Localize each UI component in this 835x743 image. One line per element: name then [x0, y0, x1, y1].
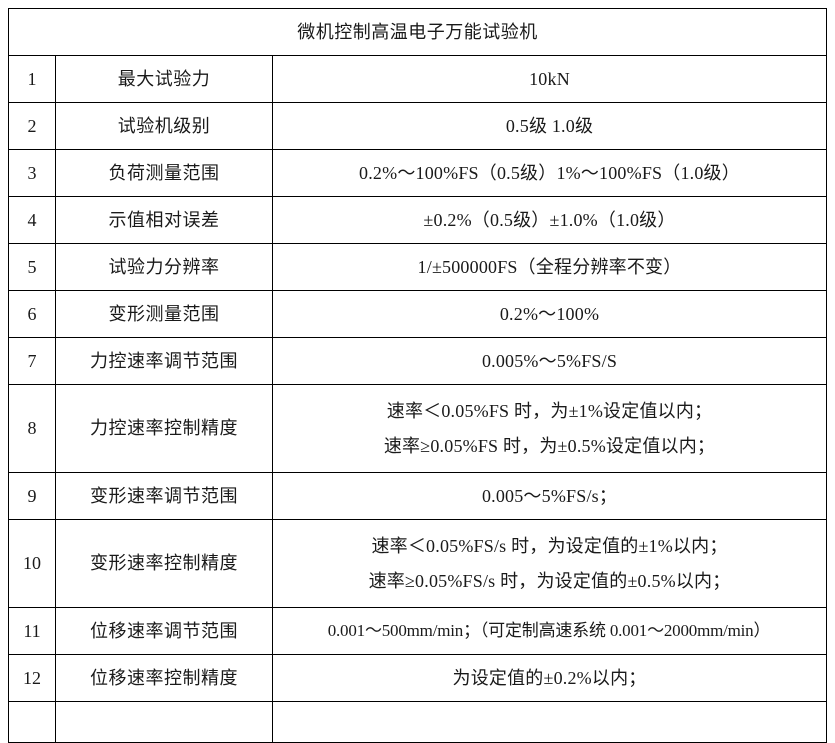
table-row: 11 位移速率调节范围 0.001～500mm/min；（可定制高速系统 0.0… — [8, 607, 827, 655]
table-title-row: 微机控制高温电子万能试验机 — [8, 8, 827, 56]
row-value-text: 0.001～500mm/min；（可定制高速系统 0.001～2000mm/mi… — [327, 620, 771, 640]
row-value: 0.2%～100%FS（0.5级）1%～100%FS（1.0级） — [272, 149, 827, 197]
table-row: 1 最大试验力 10kN — [8, 55, 827, 103]
row-label: 试验机级别 — [55, 102, 273, 150]
row-index — [8, 701, 56, 743]
row-label: 变形测量范围 — [55, 290, 273, 338]
row-value: 速率＜0.05%FS/s 时，为设定值的±1%以内； 速率≥0.05%FS/s … — [272, 519, 827, 608]
row-index: 1 — [8, 55, 56, 103]
row-label: 负荷测量范围 — [55, 149, 273, 197]
row-index: 5 — [8, 243, 56, 291]
row-index: 4 — [8, 196, 56, 244]
table-body: 微机控制高温电子万能试验机 1 最大试验力 10kN 2 试验机级别 0.5级 … — [8, 8, 827, 743]
row-label: 最大试验力 — [55, 55, 273, 103]
row-value-line: 速率＜0.05%FS 时，为±1%设定值以内； — [386, 401, 713, 422]
table-row: 2 试验机级别 0.5级 1.0级 — [8, 102, 827, 150]
table-row-clipped — [8, 701, 827, 743]
row-value: 0.001～500mm/min；（可定制高速系统 0.001～2000mm/mi… — [272, 607, 827, 655]
table-row: 12 位移速率控制精度 为设定值的±0.2%以内； — [8, 654, 827, 702]
table-row: 10 变形速率控制精度 速率＜0.05%FS/s 时，为设定值的±1%以内； 速… — [8, 519, 827, 608]
table-row: 7 力控速率调节范围 0.005%～5%FS/S — [8, 337, 827, 385]
table-row: 9 变形速率调节范围 0.005～5%FS/s； — [8, 472, 827, 520]
row-label: 力控速率调节范围 — [55, 337, 273, 385]
row-value — [272, 701, 827, 743]
row-label: 示值相对误差 — [55, 196, 273, 244]
row-index: 2 — [8, 102, 56, 150]
row-value-line: 速率≥0.05%FS 时，为±0.5%设定值以内； — [383, 435, 716, 456]
table-row: 8 力控速率控制精度 速率＜0.05%FS 时，为±1%设定值以内； 速率≥0.… — [8, 384, 827, 473]
row-value: 0.5级 1.0级 — [272, 102, 827, 150]
table-row: 3 负荷测量范围 0.2%～100%FS（0.5级）1%～100%FS（1.0级… — [8, 149, 827, 197]
row-value: 为设定值的±0.2%以内； — [272, 654, 827, 702]
row-index: 6 — [8, 290, 56, 338]
table-row: 4 示值相对误差 ±0.2%（0.5级）±1.0%（1.0级） — [8, 196, 827, 244]
table-title: 微机控制高温电子万能试验机 — [8, 8, 827, 56]
row-value: 速率＜0.05%FS 时，为±1%设定值以内； 速率≥0.05%FS 时，为±0… — [272, 384, 827, 473]
row-value: ±0.2%（0.5级）±1.0%（1.0级） — [272, 196, 827, 244]
row-label: 变形速率控制精度 — [55, 519, 273, 608]
table-row: 5 试验力分辨率 1/±500000FS（全程分辨率不变） — [8, 243, 827, 291]
row-label — [55, 701, 273, 743]
row-value: 0.005～5%FS/s； — [272, 472, 827, 520]
row-index: 11 — [8, 607, 56, 655]
row-index: 7 — [8, 337, 56, 385]
row-label: 试验力分辨率 — [55, 243, 273, 291]
row-index: 12 — [8, 654, 56, 702]
row-value: 1/±500000FS（全程分辨率不变） — [272, 243, 827, 291]
table-row: 6 变形测量范围 0.2%～100% — [8, 290, 827, 338]
row-value-line: 速率≥0.05%FS/s 时，为设定值的±0.5%以内； — [368, 570, 731, 591]
row-value: 10kN — [272, 55, 827, 103]
row-value: 0.2%～100% — [272, 290, 827, 338]
row-label: 力控速率控制精度 — [55, 384, 273, 473]
row-label: 变形速率调节范围 — [55, 472, 273, 520]
row-label: 位移速率控制精度 — [55, 654, 273, 702]
row-index: 8 — [8, 384, 56, 473]
row-index: 9 — [8, 472, 56, 520]
row-value: 0.005%～5%FS/S — [272, 337, 827, 385]
specification-table: 微机控制高温电子万能试验机 1 最大试验力 10kN 2 试验机级别 0.5级 … — [8, 8, 827, 743]
row-label: 位移速率调节范围 — [55, 607, 273, 655]
document-page: 微机控制高温电子万能试验机 1 最大试验力 10kN 2 试验机级别 0.5级 … — [8, 8, 827, 743]
row-index: 3 — [8, 149, 56, 197]
row-index: 10 — [8, 519, 56, 608]
row-value-line: 速率＜0.05%FS/s 时，为设定值的±1%以内； — [371, 536, 728, 557]
